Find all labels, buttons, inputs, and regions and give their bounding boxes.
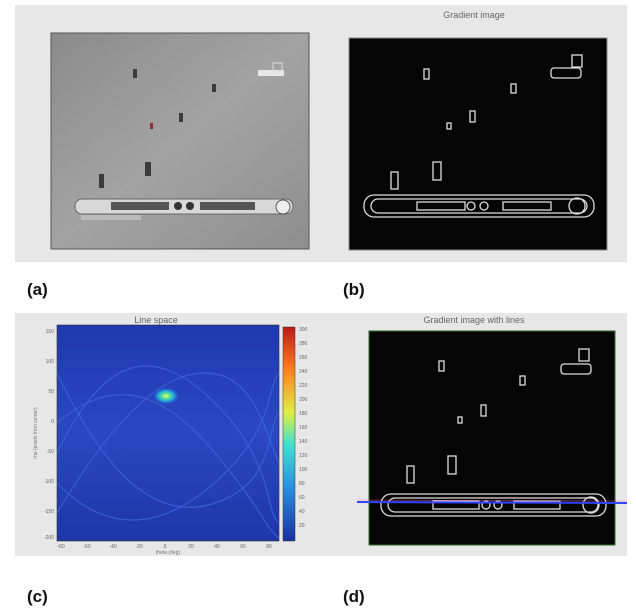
y-tick: 0	[51, 419, 54, 425]
colorbar-tick: 40	[299, 509, 305, 515]
colorbar-tick: 200	[299, 397, 308, 403]
caption-a: (a)	[27, 280, 48, 299]
colorbar-tick: 20	[299, 523, 305, 529]
panel-b: Gradient image	[321, 5, 627, 262]
panel-d: Gradient image with lines	[321, 313, 627, 556]
hough-heatmap-chart: 150 100 50 0 -50 -100 -150 -200 -80 -60 …	[33, 324, 308, 556]
x-tick: 0	[164, 544, 167, 550]
colorbar-tick: 120	[299, 453, 308, 459]
x-tick: 60	[240, 544, 246, 550]
colorbar-tick: 100	[299, 467, 308, 473]
y-tick: -150	[44, 509, 54, 515]
colorbar-tick: 80	[299, 481, 305, 487]
x-tick: 20	[188, 544, 194, 550]
panel-d-title: Gradient image with lines	[423, 315, 525, 325]
heatmap-plot-area	[56, 324, 280, 542]
y-axis-label: rho (pixels from center)	[33, 407, 39, 459]
x-tick: -80	[57, 544, 64, 550]
gradient-image-with-lines	[356, 330, 627, 546]
colorbar-tick: 300	[299, 327, 308, 333]
hough-peak	[152, 387, 180, 405]
colorbar-tick: 260	[299, 355, 308, 361]
x-tick: -60	[83, 544, 90, 550]
x-tick: -40	[109, 544, 116, 550]
detected-line	[356, 501, 627, 504]
y-tick: 50	[48, 389, 54, 395]
colorbar-tick: 160	[299, 425, 308, 431]
gradient-image	[348, 37, 608, 251]
caption-d: (d)	[343, 587, 365, 606]
panel-a	[15, 5, 321, 262]
panel-c: Line space	[15, 313, 321, 556]
y-tick: -200	[44, 535, 54, 541]
grayscale-video-frame	[50, 32, 310, 250]
colorbar-tick: 60	[299, 495, 305, 501]
colorbar-tick: 280	[299, 341, 308, 347]
panel-b-title: Gradient image	[443, 10, 505, 20]
colorbar	[282, 326, 296, 542]
x-tick: 40	[214, 544, 220, 550]
x-tick: -20	[135, 544, 142, 550]
y-tick: -50	[47, 449, 54, 455]
colorbar-tick: 240	[299, 369, 308, 375]
colorbar-tick: 140	[299, 439, 308, 445]
caption-b: (b)	[343, 280, 365, 299]
x-tick: 80	[266, 544, 272, 550]
y-tick: 150	[46, 329, 55, 335]
colorbar-tick: 180	[299, 411, 308, 417]
y-tick: 100	[46, 359, 55, 365]
y-tick: -100	[44, 479, 54, 485]
colorbar-tick: 220	[299, 383, 308, 389]
caption-c: (c)	[27, 587, 48, 606]
x-axis-label: theta (deg)	[156, 550, 181, 556]
panel-c-title: Line space	[134, 315, 178, 325]
